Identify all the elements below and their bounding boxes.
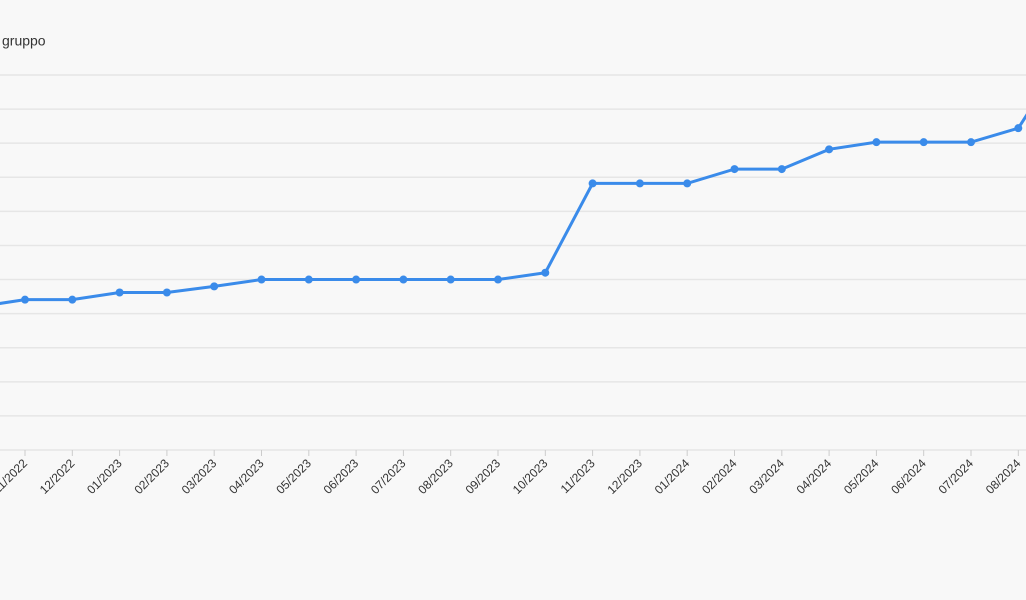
x-tick-label: 12/2022: [37, 456, 78, 497]
x-tick-label: 06/2023: [321, 456, 362, 497]
x-tick-label: 10/2023: [510, 456, 551, 497]
x-tick-label: 04/2023: [226, 456, 267, 497]
data-point: [825, 145, 834, 154]
data-point: [919, 138, 928, 147]
x-tick-label: 07/2024: [936, 456, 977, 497]
x-tick-label: 05/2024: [841, 456, 882, 497]
x-tick-label: 03/2023: [179, 456, 220, 497]
x-tick-label: 08/2023: [415, 456, 456, 497]
x-tick-label: 05/2023: [273, 456, 314, 497]
data-point: [68, 295, 77, 304]
x-tick-label: 09/2023: [463, 456, 504, 497]
x-tick-label: 01/2023: [84, 456, 125, 497]
x-tick-label: 07/2023: [368, 456, 409, 497]
data-point: [494, 275, 502, 284]
data-point: [257, 275, 266, 284]
x-tick-label: 02/2023: [131, 456, 172, 497]
x-tick-label: 03/2024: [746, 456, 787, 497]
data-point: [777, 165, 786, 174]
x-tick-label: 01/2024: [652, 456, 693, 497]
x-tick-label: 12/2023: [604, 456, 645, 497]
chart-title: gruppo: [2, 33, 46, 49]
x-tick-label: 06/2024: [888, 456, 929, 497]
data-point: [446, 275, 455, 284]
data-point: [1014, 124, 1023, 133]
data-point: [588, 179, 597, 188]
x-tick-label: 04/2024: [794, 456, 835, 497]
data-point: [162, 288, 171, 297]
data-point: [541, 268, 550, 277]
data-point: [352, 275, 361, 284]
data-point: [21, 295, 29, 304]
data-point: [635, 179, 644, 188]
x-tick-label: 02/2024: [699, 456, 740, 497]
data-point: [115, 288, 124, 297]
series-line: [0, 113, 1026, 305]
data-point: [872, 138, 881, 147]
x-tick-label: 08/2024: [983, 456, 1024, 497]
data-point: [730, 165, 739, 174]
data-point: [399, 275, 408, 284]
x-tick-label: 11/2022: [0, 456, 30, 496]
data-point: [967, 138, 975, 147]
x-tick-label: 11/2023: [558, 456, 598, 496]
data-point: [210, 282, 219, 291]
data-point: [304, 275, 313, 284]
data-point: [683, 179, 692, 188]
